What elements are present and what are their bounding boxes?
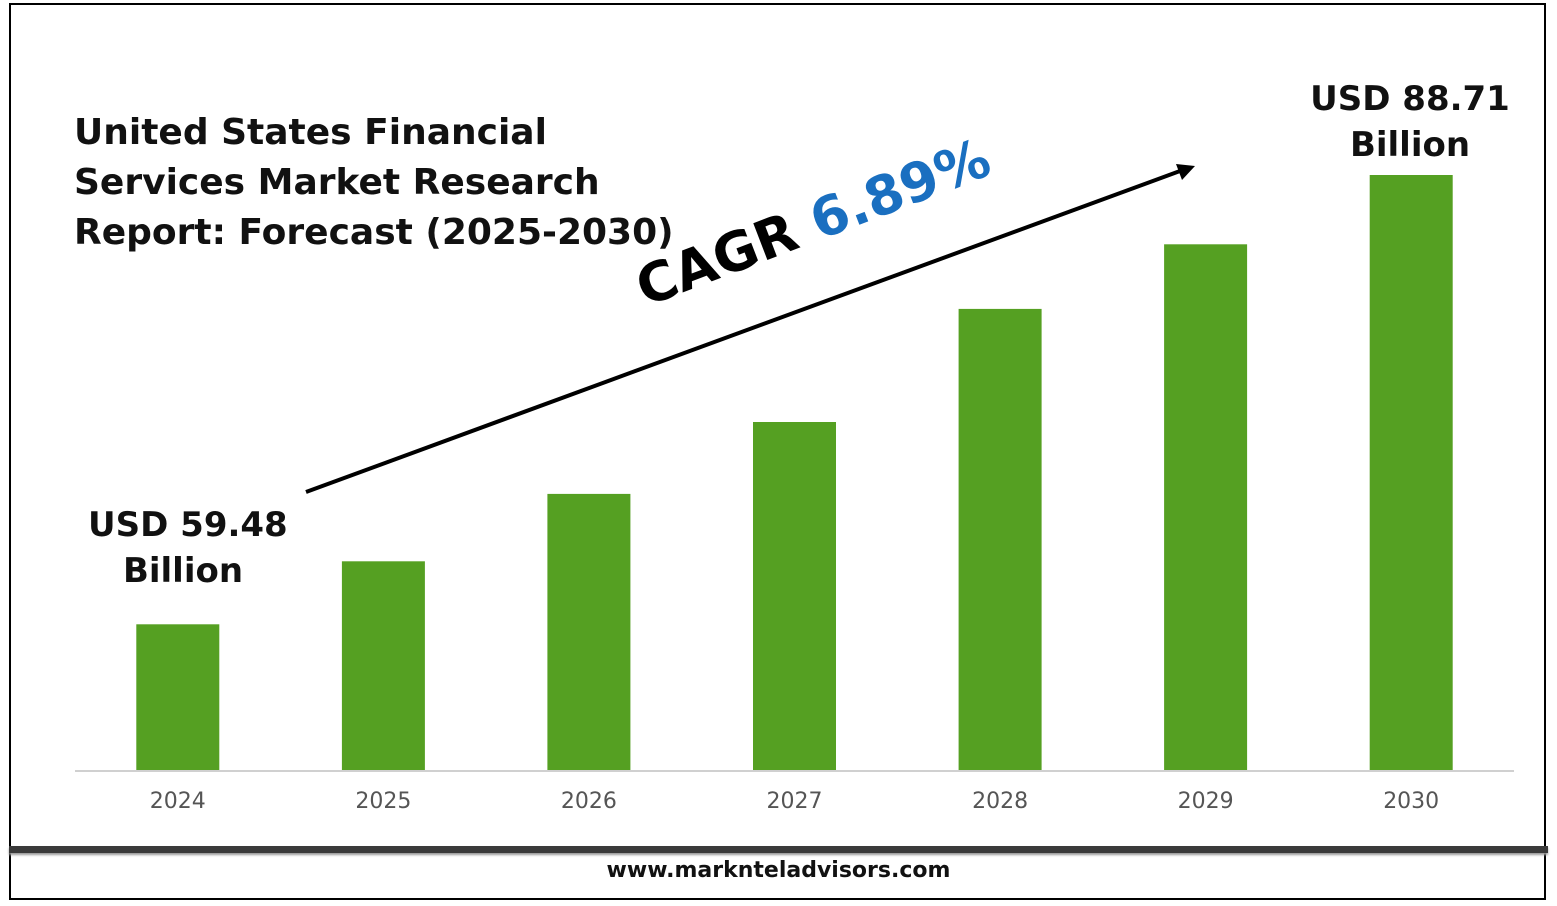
footer-divider	[9, 846, 1548, 853]
last-value-label: USD 88.71	[1310, 79, 1510, 119]
bar-2026	[547, 493, 631, 770]
trend-arrow	[305, 164, 1195, 494]
chart-title: United States Financial Services Market …	[74, 108, 694, 258]
first-value-unit: Billion	[122, 551, 244, 591]
x-tick-label-2027: 2027	[767, 789, 823, 814]
title-line-3: Report: Forecast (2025-2030)	[74, 212, 674, 253]
footer-url: www.marknteladvisors.com	[606, 858, 951, 883]
bar-2025	[341, 561, 425, 770]
x-tick-label-2024: 2024	[150, 789, 206, 814]
title-line-1: United States Financial	[74, 112, 547, 153]
x-tick-label-2030: 2030	[1383, 789, 1439, 814]
x-tick-label-2029: 2029	[1178, 789, 1234, 814]
bar-2027	[753, 422, 836, 770]
x-tick-label-2028: 2028	[972, 789, 1028, 814]
last-value-unit: Billion	[1349, 125, 1471, 165]
bar-2029	[1164, 244, 1248, 771]
x-tick-label-2025: 2025	[355, 789, 411, 814]
last-value-callout: USD 88.71 Billion	[1310, 76, 1510, 168]
bar-2030	[1369, 175, 1453, 770]
bar-2028	[958, 308, 1042, 770]
x-tick-label-2026: 2026	[561, 789, 617, 814]
first-value-label: USD 59.48	[88, 505, 288, 545]
bar-2024	[136, 624, 220, 770]
title-line-2: Services Market Research	[74, 162, 600, 203]
first-value-callout: USD 59.48 Billion	[88, 502, 288, 594]
